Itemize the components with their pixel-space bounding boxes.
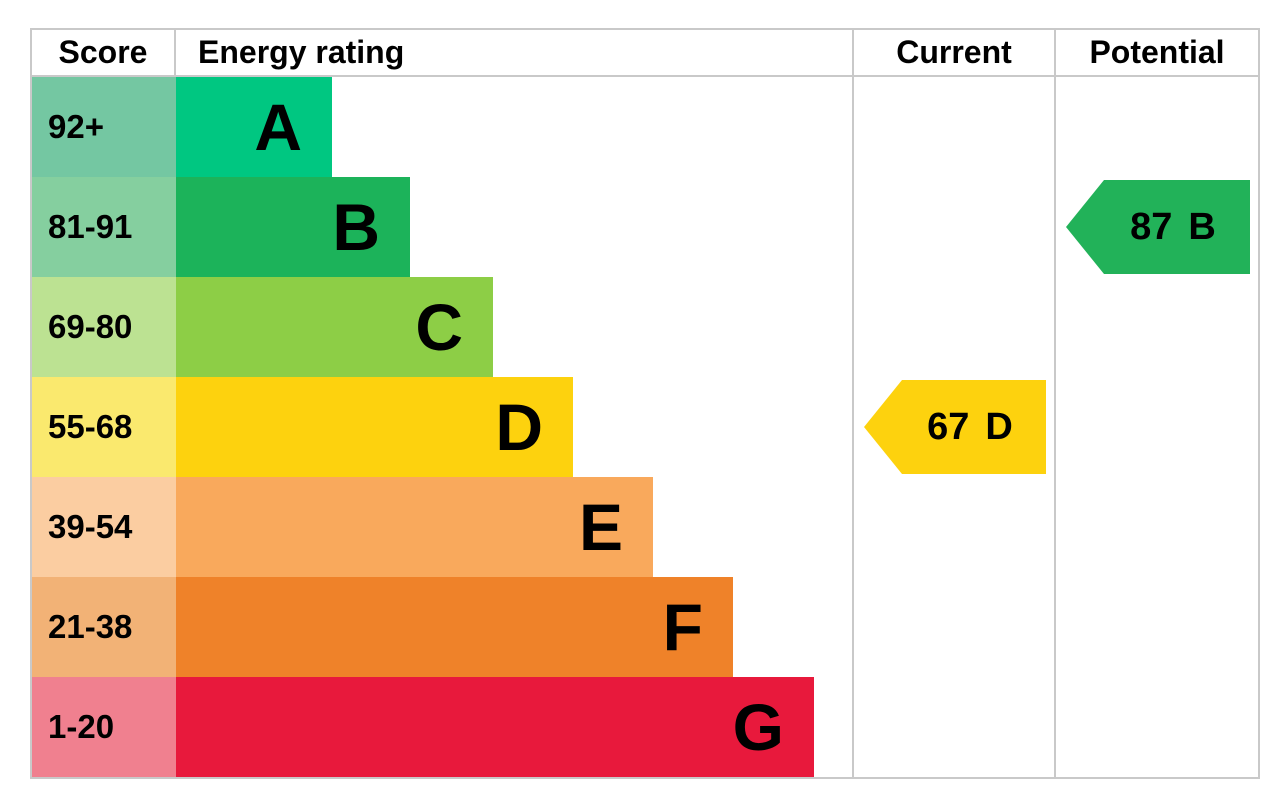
score-cell-a: 92+ xyxy=(32,77,176,177)
potential-cell-b: 87 B xyxy=(1054,177,1258,277)
band-bar-a: A xyxy=(176,77,332,177)
band-bar-f: F xyxy=(176,577,733,677)
band-bar-e: E xyxy=(176,477,653,577)
score-cell-b: 81-91 xyxy=(32,177,176,277)
band-bar-d: D xyxy=(176,377,573,477)
potential-rating-letter: B xyxy=(1188,205,1216,248)
current-cell-c xyxy=(852,277,1054,377)
band-row-c: C xyxy=(176,277,852,377)
band-row-g: G xyxy=(176,677,852,777)
band-row-d: D xyxy=(176,377,852,477)
score-cell-c: 69-80 xyxy=(32,277,176,377)
current-cell-d: 67 D xyxy=(852,377,1054,477)
energy-rating-column-header: Energy rating xyxy=(176,30,852,77)
current-cell-f xyxy=(852,577,1054,677)
potential-cell-c xyxy=(1054,277,1258,377)
band-letter-a: A xyxy=(254,90,302,164)
potential-cell-f xyxy=(1054,577,1258,677)
current-rating-letter: D xyxy=(985,405,1013,448)
band-letter-g: G xyxy=(732,690,784,764)
band-letter-e: E xyxy=(578,490,623,564)
current-column-header: Current xyxy=(852,30,1054,77)
current-cell-a xyxy=(852,77,1054,177)
band-row-b: B xyxy=(176,177,852,277)
current-cell-g xyxy=(852,677,1054,777)
band-row-a: A xyxy=(176,77,852,177)
potential-cell-g xyxy=(1054,677,1258,777)
score-column-header: Score xyxy=(32,30,176,77)
score-cell-e: 39-54 xyxy=(32,477,176,577)
potential-score-value: 87 xyxy=(1130,205,1173,248)
potential-cell-a xyxy=(1054,77,1258,177)
current-score-value: 67 xyxy=(927,405,970,448)
band-row-e: E xyxy=(176,477,852,577)
band-bar-b: B xyxy=(176,177,410,277)
band-letter-c: C xyxy=(415,290,463,364)
band-row-f: F xyxy=(176,577,852,677)
score-cell-d: 55-68 xyxy=(32,377,176,477)
band-bar-g: G xyxy=(176,677,814,777)
band-letter-d: D xyxy=(495,390,543,464)
band-letter-b: B xyxy=(332,190,380,264)
potential-column-header: Potential xyxy=(1054,30,1258,77)
potential-cell-d xyxy=(1054,377,1258,477)
band-letter-f: F xyxy=(662,590,703,664)
potential-rating-arrow: 87 B xyxy=(1066,180,1250,274)
epc-rating-table: Score Energy rating Current Potential 92… xyxy=(30,28,1260,779)
current-cell-b xyxy=(852,177,1054,277)
current-rating-arrow: 67 D xyxy=(864,380,1046,474)
current-cell-e xyxy=(852,477,1054,577)
potential-cell-e xyxy=(1054,477,1258,577)
score-cell-f: 21-38 xyxy=(32,577,176,677)
band-bar-c: C xyxy=(176,277,493,377)
score-cell-g: 1-20 xyxy=(32,677,176,777)
